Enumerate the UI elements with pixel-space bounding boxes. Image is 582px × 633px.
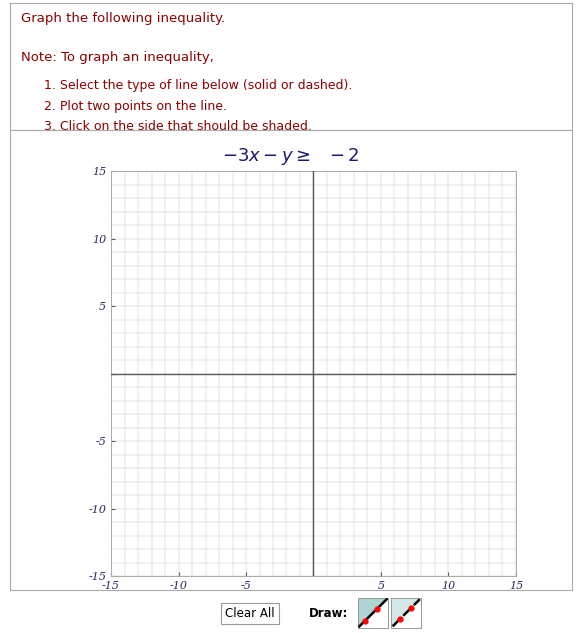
Text: 1. Select the type of line below (solid or dashed).: 1. Select the type of line below (solid … [44,79,352,92]
Polygon shape [391,598,421,628]
Text: Draw:: Draw: [309,607,349,620]
Text: Clear All: Clear All [225,607,275,620]
Text: 2. Plot two points on the line.: 2. Plot two points on the line. [44,99,227,113]
Text: Note: To graph an inequality,: Note: To graph an inequality, [21,51,214,65]
Polygon shape [358,598,388,628]
Text: 3. Click on the side that should be shaded.: 3. Click on the side that should be shad… [44,120,311,133]
Text: $-3x - y \geq\ \ -2$: $-3x - y \geq\ \ -2$ [222,146,360,167]
Text: Graph the following inequality.: Graph the following inequality. [21,12,225,25]
